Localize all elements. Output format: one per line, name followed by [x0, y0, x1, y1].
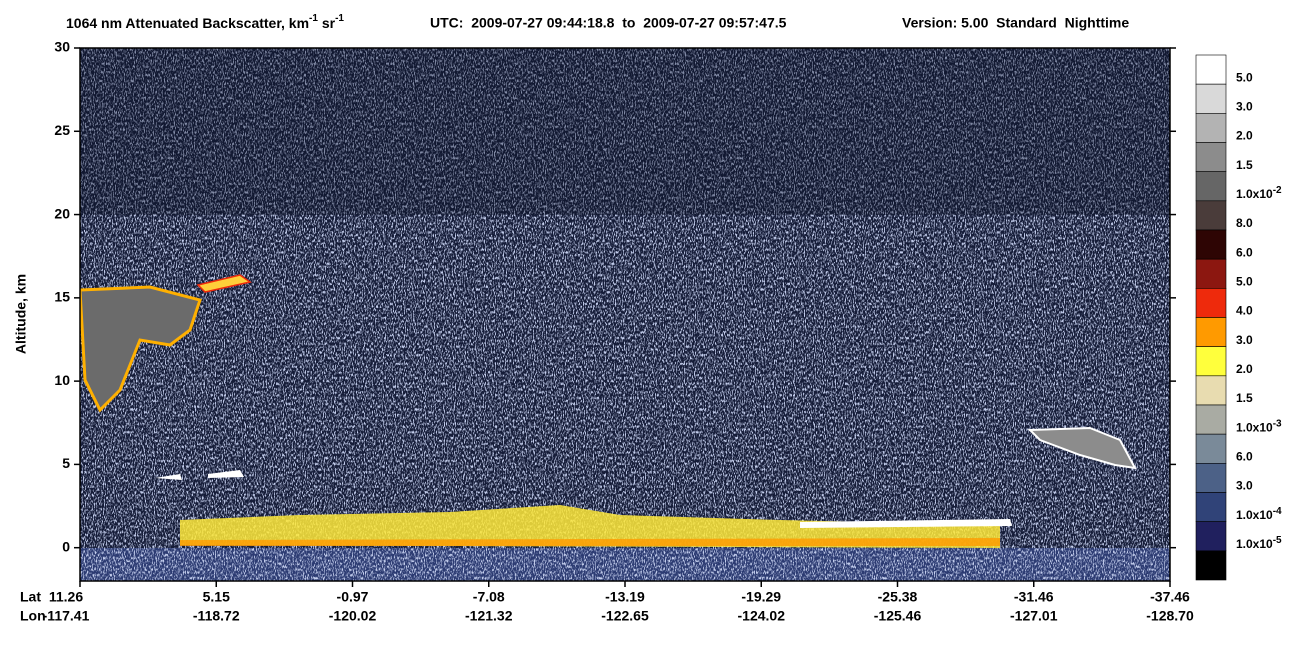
colorbar-label: 4.0 — [1236, 304, 1253, 318]
y-axis-label: Altitude, km — [13, 274, 29, 354]
y-tick-label: 10 — [54, 372, 70, 388]
y-tick-label: 15 — [54, 289, 70, 305]
lat-tick-label: -7.08 — [473, 589, 505, 605]
lon-tick-label: -118.72 — [193, 608, 240, 624]
boundary-layer-core — [180, 538, 1000, 546]
cirrus — [80, 285, 202, 413]
cirrus-thin — [196, 274, 252, 293]
colorbar-label: 2.0 — [1236, 129, 1253, 143]
colorbar-swatch — [1195, 433, 1227, 464]
lat-tick-label: 5.15 — [203, 589, 230, 605]
colorbar-label: 1.5 — [1236, 391, 1253, 405]
lon-tick-label: -117.41 — [43, 608, 90, 624]
colorbar-swatch — [1195, 113, 1227, 143]
lat-label: Lat — [20, 589, 41, 605]
colorbar-swatch — [1195, 171, 1227, 202]
lat-tick-label: -31.46 — [1014, 589, 1054, 605]
colorbar-label: 1.5 — [1236, 158, 1253, 172]
lat-tick-label: -37.46 — [1150, 589, 1190, 605]
colorbar-swatch — [1195, 229, 1227, 260]
colorbar-label: 1.0x10-3 — [1236, 418, 1282, 435]
lat-tick-label: 11.26 — [49, 589, 83, 605]
y-tick-label: 30 — [54, 39, 70, 55]
colorbar-swatch — [1195, 142, 1227, 172]
chart-title: 1064 nm Attenuated Backscatter, km-1 sr-… — [66, 13, 344, 31]
colorbar-swatch — [1195, 404, 1227, 435]
colorbar-label: 1.0x10-4 — [1236, 505, 1282, 522]
colorbar-label: 5.0 — [1236, 71, 1253, 85]
colorbar-swatch — [1195, 375, 1227, 406]
colorbar-swatch — [1195, 200, 1227, 231]
lat-tick-label: -0.97 — [337, 589, 369, 605]
y-tick-label: 20 — [54, 205, 70, 221]
colorbar-label: 3.0 — [1236, 333, 1253, 347]
low-cloud — [800, 519, 1012, 528]
colorbar-swatch — [1195, 258, 1227, 289]
colorbar-swatch — [1195, 346, 1227, 377]
boundary-layer — [180, 505, 1000, 548]
lon-tick-label: -122.65 — [601, 608, 649, 624]
colorbar-label: 8.0 — [1236, 216, 1253, 230]
colorbar-swatch — [1195, 521, 1227, 552]
colorbar-swatch — [1195, 492, 1227, 522]
lon-tick-label: -128.70 — [1146, 608, 1194, 624]
mid-cloud — [155, 470, 244, 480]
lon-tick-label: -124.02 — [738, 608, 786, 624]
lon-tick-label: -121.32 — [465, 608, 513, 624]
plot-image — [80, 48, 1170, 581]
y-tick-label: 25 — [54, 122, 70, 138]
colorbar-swatch — [1195, 317, 1227, 347]
lon-tick-label: -120.02 — [329, 608, 377, 624]
version: Version: 5.00 Standard Nighttime — [902, 15, 1129, 31]
y-tick-label: 0 — [62, 538, 70, 554]
colorbar-swatch — [1195, 83, 1227, 114]
lat-tick-label: -19.29 — [741, 589, 781, 605]
colorbar-label: 3.0 — [1236, 100, 1253, 114]
colorbar-label: 6.0 — [1236, 450, 1253, 464]
colorbar-swatch — [1195, 54, 1227, 85]
lon-tick-label: -125.46 — [874, 608, 922, 624]
lon-tick-label: -127.01 — [1010, 608, 1058, 624]
upper-dark — [80, 48, 1170, 215]
colorbar-label: 5.0 — [1236, 275, 1253, 289]
lat-tick-label: -25.38 — [878, 589, 918, 605]
colorbar-label: 1.0x10-2 — [1236, 185, 1282, 202]
colorbar-label: 1.0x10-5 — [1236, 535, 1282, 552]
colorbar-swatch — [1195, 288, 1227, 318]
colorbar-label: 2.0 — [1236, 362, 1253, 376]
colorbar-label: 3.0 — [1236, 479, 1253, 493]
colorbar-swatch — [1195, 550, 1227, 581]
cloud-right — [1027, 426, 1137, 470]
lon-label: Lon — [20, 608, 46, 624]
noise — [80, 48, 1170, 581]
lat-tick-label: -13.19 — [605, 589, 645, 605]
colorbar-swatch — [1195, 463, 1227, 493]
y-tick-label: 5 — [62, 455, 70, 471]
utc-range: UTC: 2009-07-27 09:44:18.8 to 2009-07-27… — [430, 15, 787, 31]
colorbar: 5.0 3.0 2.0 1.5 1.0x10-2 8.0 6.0 5.0 4.0 3.0 2.0 1.… — [1195, 54, 1282, 581]
colorbar-label: 6.0 — [1236, 246, 1253, 260]
